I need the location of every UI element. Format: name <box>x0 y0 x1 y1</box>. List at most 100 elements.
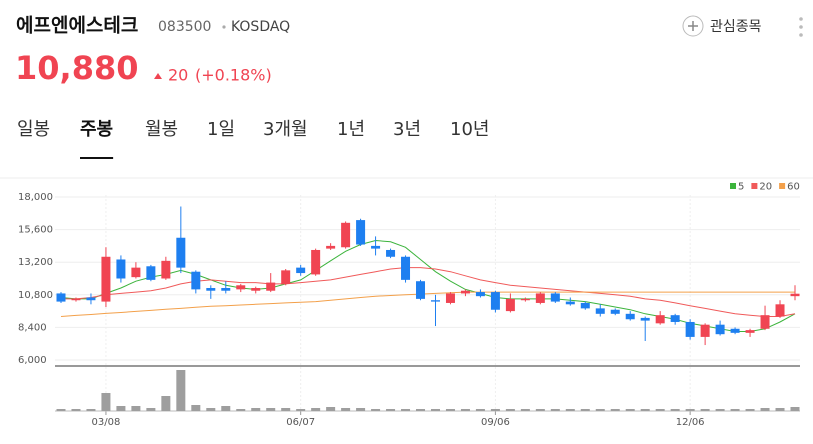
volume-bar <box>670 409 680 411</box>
candle-body <box>191 271 201 290</box>
candle-body <box>311 249 321 275</box>
x-tick-label: 03/08 <box>92 417 121 428</box>
candle-body <box>580 302 590 309</box>
candle-body <box>146 266 156 280</box>
volume-bar <box>565 409 575 411</box>
stock-code: 083500 <box>158 19 211 35</box>
candle-body <box>176 237 186 268</box>
candle-body <box>236 285 246 290</box>
volume-bar <box>640 409 650 411</box>
candle-body <box>356 220 366 245</box>
candle-body <box>670 315 680 322</box>
volume-bar <box>101 393 111 411</box>
volume-bar <box>296 409 306 411</box>
tab[interactable]: 10년 <box>450 119 489 140</box>
tab[interactable]: 월봉 <box>145 119 178 140</box>
candle-body <box>685 321 695 337</box>
y-tick-label: 15,600 <box>18 225 53 236</box>
price: 10,880 <box>15 49 138 87</box>
stock-name: 에프엔에스테크 <box>16 15 138 37</box>
volume-bar <box>206 408 216 411</box>
volume-bar <box>371 409 381 411</box>
volume-bar <box>580 409 590 411</box>
volume-bar <box>176 370 186 411</box>
candle-body <box>790 293 800 297</box>
up-arrow <box>154 73 162 79</box>
x-tick-label: 12/06 <box>676 417 705 428</box>
volume-bar <box>191 405 201 411</box>
tab[interactable]: 3개월 <box>263 119 308 140</box>
y-tick-label: 6,000 <box>18 355 47 366</box>
candle-body <box>296 267 306 274</box>
volume-bar <box>386 409 396 411</box>
candle-body <box>445 293 455 303</box>
candle-body <box>655 315 665 324</box>
candle-body <box>535 293 545 303</box>
volume-bar <box>625 409 635 411</box>
tab[interactable]: 1년 <box>337 119 365 140</box>
volume-bar <box>460 409 470 411</box>
candle-body <box>386 249 396 257</box>
price-change: 20 <box>168 66 188 85</box>
candle-body <box>565 301 575 305</box>
y-tick-label: 18,000 <box>18 192 53 203</box>
volume-bar <box>311 408 321 411</box>
volume-bar <box>416 409 426 411</box>
volume-bar <box>775 408 785 411</box>
legend-swatch <box>751 183 758 189</box>
candle-body <box>251 288 261 291</box>
candle-body <box>131 267 141 278</box>
volume-bar <box>131 406 141 411</box>
candle-body <box>610 309 620 314</box>
candle-body <box>281 270 291 284</box>
tab-underline <box>80 157 114 159</box>
candle-body <box>116 259 126 279</box>
candle-body <box>401 256 411 280</box>
volume-bar <box>610 409 620 411</box>
volume-bar <box>236 409 246 411</box>
candle-body <box>640 317 650 321</box>
candle-body <box>595 308 605 314</box>
volume-bar <box>86 409 96 411</box>
candle-body <box>326 245 336 249</box>
volume-bar <box>326 407 336 411</box>
volume-bar <box>685 409 695 411</box>
candle-body <box>101 256 111 302</box>
candle-body <box>341 222 351 248</box>
volume-bar <box>445 409 455 411</box>
y-tick-label: 8,400 <box>18 322 47 333</box>
candle-body <box>416 281 426 299</box>
volume-bar <box>760 408 770 411</box>
volume-bar <box>490 409 500 411</box>
volume-bar <box>700 409 710 411</box>
tab[interactable]: 주봉 <box>80 119 113 140</box>
y-tick-label: 13,200 <box>18 257 53 268</box>
tab[interactable]: 3년 <box>393 119 421 140</box>
tab-bar: 일봉 주봉 월봉 1일 3개월 1년 3년 10년 <box>17 119 489 159</box>
watch-label[interactable]: 관심종목 <box>710 19 762 35</box>
volume-bar <box>281 408 291 411</box>
candle-body <box>430 300 440 302</box>
moving-average-line <box>60 239 796 332</box>
volume-bar <box>356 408 366 411</box>
candle-body <box>520 298 530 301</box>
y-tick-label: 10,800 <box>18 290 53 301</box>
candle-body <box>700 324 710 337</box>
candle-body <box>745 330 755 333</box>
more-menu[interactable] <box>799 17 803 37</box>
tab[interactable]: 1일 <box>207 119 235 140</box>
volume-bar <box>341 408 351 411</box>
volume-bar <box>266 408 276 411</box>
tab[interactable]: 일봉 <box>17 119 50 140</box>
candle-body <box>221 288 231 291</box>
candle-body <box>371 245 381 249</box>
volume-bar <box>655 409 665 411</box>
legend-label: 60 <box>787 182 800 193</box>
watch-button[interactable]: 관심종목 <box>682 15 762 37</box>
legend-swatch <box>779 183 786 189</box>
candle-body <box>460 290 470 294</box>
candle-body <box>490 292 500 310</box>
candle-body <box>475 292 485 297</box>
candle-body <box>206 288 216 291</box>
volume-bar <box>790 407 800 411</box>
